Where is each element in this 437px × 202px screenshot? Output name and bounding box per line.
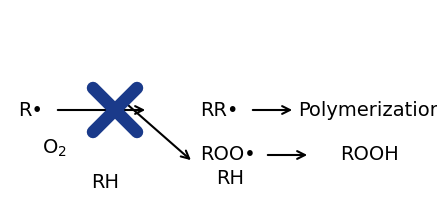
Text: ROO•: ROO• <box>200 145 256 164</box>
Text: Polymerization: Polymerization <box>298 101 437 120</box>
Text: RH: RH <box>216 168 244 187</box>
Text: ROOH: ROOH <box>340 145 399 164</box>
Text: O$_2$: O$_2$ <box>42 137 67 159</box>
Text: RR•: RR• <box>200 101 238 120</box>
Text: RH: RH <box>91 173 119 191</box>
Text: R•: R• <box>18 101 43 120</box>
